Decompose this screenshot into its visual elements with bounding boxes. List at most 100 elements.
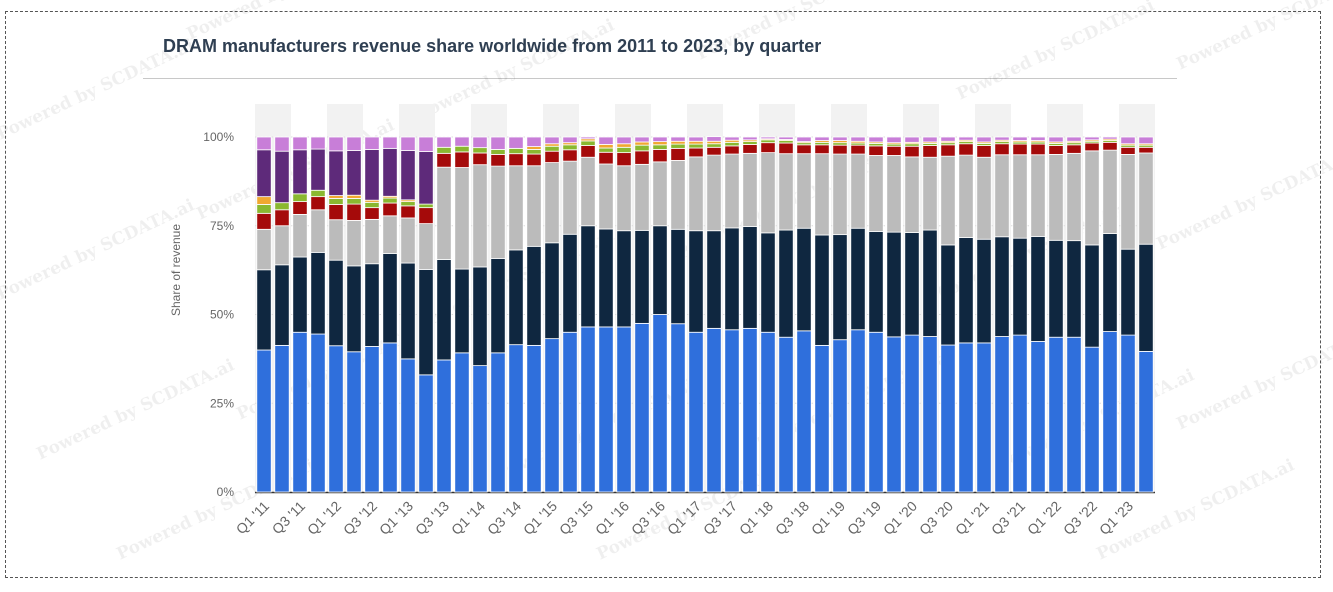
- x-tick-label: Q3 '11: [269, 498, 309, 538]
- bar-segment: [562, 233, 578, 333]
- bar-segment: [922, 229, 938, 337]
- bar-segment: [274, 264, 290, 346]
- y-tick-label: 0%: [217, 485, 235, 499]
- bar-stack: [598, 136, 614, 493]
- bar-segment: [616, 146, 632, 154]
- bar-segment: [544, 338, 560, 493]
- bar-segment: [634, 136, 650, 143]
- bar-segment: [292, 149, 308, 195]
- bar-segment: [904, 145, 920, 158]
- bar-stack: [670, 136, 686, 493]
- bar-segment: [652, 141, 668, 146]
- watermark-text: Powered by SCDATA.ai: [1174, 325, 1333, 434]
- bar-segment: [670, 147, 686, 161]
- bar-segment: [274, 344, 290, 493]
- bar-segment: [742, 141, 758, 145]
- bar-segment: [634, 322, 650, 493]
- bar-segment: [472, 266, 488, 367]
- y-tick-label: 100%: [203, 130, 234, 144]
- bar-segment: [724, 136, 740, 141]
- bar-segment: [634, 163, 650, 231]
- bar-segment: [454, 145, 470, 153]
- bar-segment: [760, 142, 776, 154]
- bar-segment: [886, 231, 902, 338]
- bar-segment: [418, 269, 434, 376]
- bar-stack: [1030, 136, 1046, 493]
- bar-segment: [472, 365, 488, 493]
- x-tick-label: Q1 '12: [304, 498, 344, 538]
- bar-stack: [1120, 136, 1136, 493]
- bar-segment: [868, 145, 884, 156]
- bar-segment: [364, 207, 380, 220]
- bar-segment: [256, 228, 272, 271]
- bar-segment: [796, 136, 812, 143]
- bar-stack: [1066, 136, 1082, 493]
- bar-segment: [382, 342, 398, 493]
- bar-stack: [1138, 136, 1154, 493]
- bar-segment: [1030, 136, 1046, 141]
- bar-segment: [994, 136, 1010, 141]
- bar-segment: [1120, 153, 1136, 250]
- bar-segment: [1012, 237, 1028, 336]
- bar-segment: [598, 163, 614, 230]
- bar-segment: [328, 219, 344, 261]
- bar-segment: [508, 153, 524, 167]
- bar-stack: [994, 136, 1010, 493]
- bar-stack: [472, 136, 488, 493]
- bar-segment: [364, 346, 380, 493]
- bar-segment: [1012, 334, 1028, 493]
- bar-segment: [418, 136, 434, 152]
- bar-segment: [472, 136, 488, 149]
- bar-stack: [814, 136, 830, 493]
- bar-segment: [274, 150, 290, 204]
- bar-segment: [832, 153, 848, 236]
- bar-segment: [760, 136, 776, 140]
- bar-stack: [400, 136, 416, 493]
- bar-segment: [940, 144, 956, 157]
- bar-segment: [994, 336, 1010, 493]
- bar-segment: [274, 202, 290, 211]
- x-tick-label: Q1 '13: [376, 498, 416, 538]
- bar-segment: [310, 189, 326, 198]
- bar-segment: [814, 153, 830, 236]
- bar-segment: [364, 218, 380, 265]
- bar-segment: [994, 236, 1010, 337]
- bar-segment: [580, 136, 596, 140]
- bar-segment: [652, 149, 668, 163]
- bar-stack: [292, 136, 308, 493]
- bar-segment: [544, 136, 560, 145]
- bar-segment: [1084, 346, 1100, 493]
- bar-segment: [706, 146, 722, 156]
- watermark-text: Powered by SCDATA.ai: [0, 35, 198, 144]
- bar-segment: [274, 136, 290, 152]
- bar-segment: [418, 374, 434, 493]
- bar-segment: [598, 144, 614, 149]
- bar-segment: [1084, 150, 1100, 246]
- watermark-text: Powered by SCDATA.ai: [1154, 145, 1333, 254]
- bar-stack: [652, 136, 668, 493]
- bar-segment: [796, 330, 812, 493]
- bar-segment: [670, 228, 686, 325]
- bar-stack: [1084, 136, 1100, 493]
- bar-segment: [958, 136, 974, 141]
- bar-segment: [526, 153, 542, 167]
- bar-segment: [364, 149, 380, 201]
- bar-stack: [706, 136, 722, 493]
- bar-segment: [544, 150, 560, 163]
- y-tick-label: 50%: [210, 308, 234, 322]
- bar-segment: [400, 201, 416, 207]
- bar-segment: [886, 145, 902, 156]
- bar-segment: [508, 344, 524, 493]
- bar-stack: [850, 136, 866, 493]
- watermark-text: Powered by SCDATA.ai: [414, 15, 618, 124]
- bar-stack: [832, 136, 848, 493]
- bar-segment: [400, 136, 416, 151]
- bar-stack: [1102, 136, 1118, 493]
- bar-segment: [706, 230, 722, 329]
- bar-segment: [346, 198, 362, 205]
- bar-segment: [310, 333, 326, 493]
- bar-segment: [742, 226, 758, 329]
- watermark-text: Powered by SCDATA.ai: [954, 0, 1158, 105]
- bar-segment: [940, 155, 956, 246]
- x-tick-label: Q3 '20: [916, 498, 956, 538]
